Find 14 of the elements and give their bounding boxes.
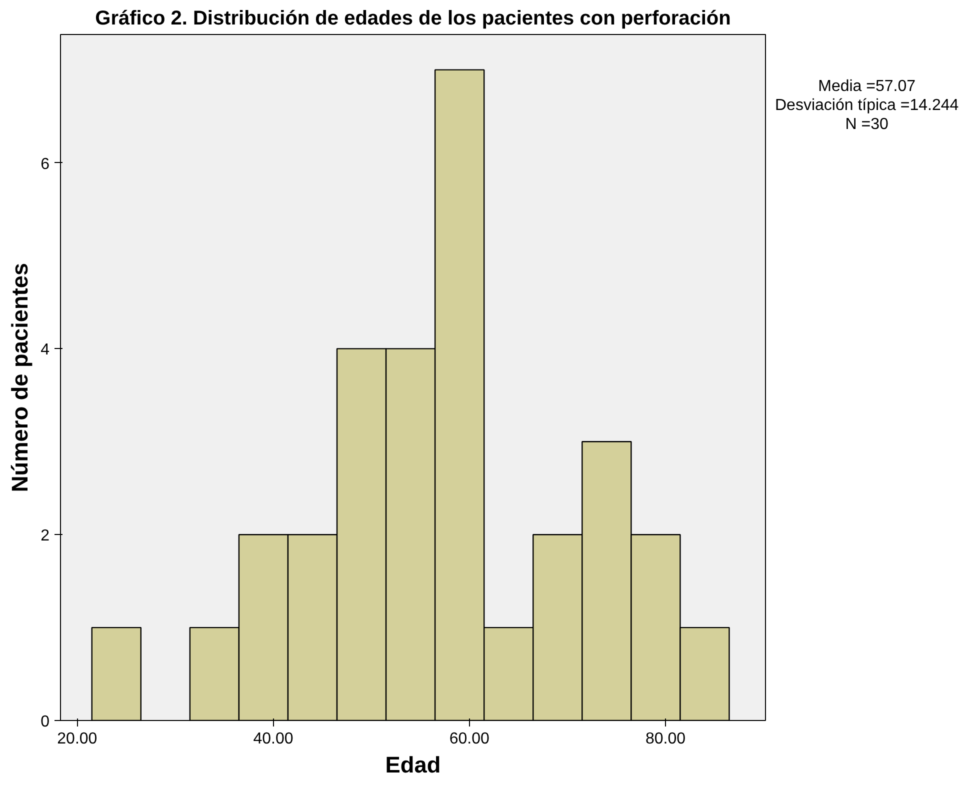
text: Media =57.07 bbox=[818, 78, 916, 95]
y-axis-title: Número de pacientes bbox=[6, 262, 33, 492]
chart-title: Gráfico 2. Distribución de edades de los pacientes con perforación bbox=[95, 8, 731, 30]
y-tick-label: 2 bbox=[40, 528, 50, 545]
y-tick-label: 6 bbox=[40, 156, 50, 173]
x-tick-label: 40.00 bbox=[253, 730, 294, 748]
x-tick-label: 60.00 bbox=[449, 730, 490, 748]
text: N =30 bbox=[845, 116, 888, 134]
y-tick-label: 0 bbox=[40, 714, 50, 730]
text: Desviación típica =14.244 bbox=[775, 97, 959, 114]
x-tick-label: 20.00 bbox=[57, 730, 98, 748]
y-tick-label: 4 bbox=[40, 342, 50, 359]
x-tick-label: 80.00 bbox=[645, 730, 686, 748]
x-axis-title: Edad bbox=[385, 752, 441, 778]
